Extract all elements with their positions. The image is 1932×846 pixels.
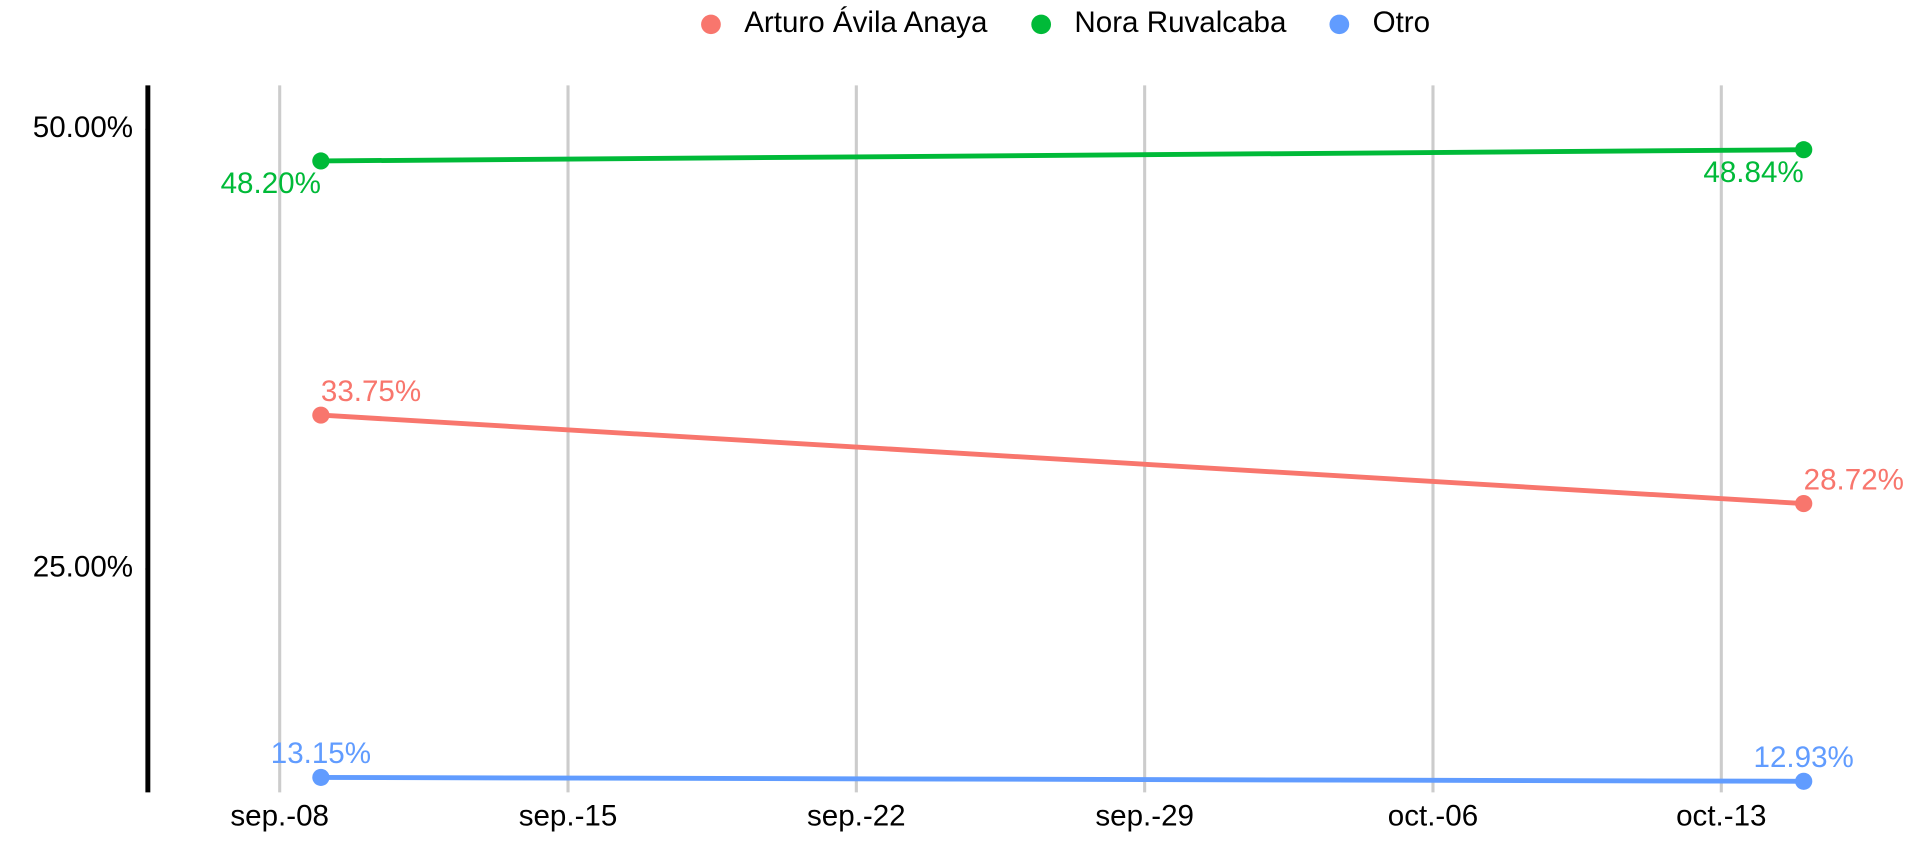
point (312, 768, 330, 786)
data-label: 13.15% (271, 737, 371, 770)
data-label: 28.72% (1804, 463, 1904, 496)
point (1795, 495, 1813, 513)
x-tick-label: oct.-06 (1388, 800, 1478, 833)
x-tick-label: sep.-15 (519, 800, 618, 833)
legend-swatch (1031, 14, 1052, 35)
point (312, 406, 330, 424)
legend-swatch (1329, 14, 1350, 35)
y-tick-label: 25.00% (33, 551, 133, 584)
x-tick-label: sep.-08 (230, 800, 329, 833)
data-label: 33.75% (321, 375, 421, 408)
legend-label: Arturo Ávila Anaya (744, 6, 988, 39)
point (1795, 772, 1813, 790)
data-label: 48.84% (1703, 156, 1803, 189)
point (1795, 141, 1813, 159)
series-line (320, 774, 1804, 784)
data-label: 48.20% (221, 167, 321, 200)
series-line (320, 147, 1804, 164)
x-tick-label: sep.-22 (807, 800, 906, 833)
data-label: 12.93% (1754, 741, 1854, 774)
legend-swatch (701, 14, 721, 35)
legend-label: Otro (1373, 6, 1431, 39)
y-tick-label: 50.00% (33, 111, 133, 144)
x-tick-label: sep.-29 (1095, 800, 1194, 833)
x-tick-label: oct.-13 (1676, 800, 1766, 833)
point (312, 152, 330, 170)
legend-label: Nora Ruvalcaba (1074, 6, 1287, 39)
series-line (320, 412, 1804, 507)
